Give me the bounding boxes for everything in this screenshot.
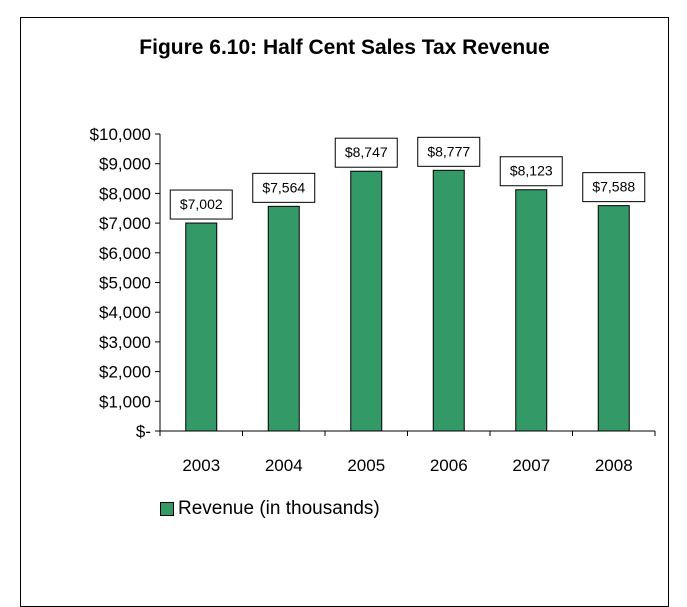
bar bbox=[350, 170, 383, 432]
data-label: $7,564 bbox=[262, 179, 305, 195]
y-tick-label: $5,000 bbox=[99, 274, 151, 293]
bar bbox=[432, 169, 465, 432]
data-label-box bbox=[334, 137, 398, 168]
x-tick-label: 2006 bbox=[430, 456, 468, 475]
data-label: $8,747 bbox=[345, 144, 388, 160]
y-tick-label: $8,000 bbox=[99, 184, 151, 203]
bar bbox=[267, 205, 300, 432]
y-tick-label: $- bbox=[136, 422, 151, 441]
y-tick-label: $9,000 bbox=[99, 155, 151, 174]
bar bbox=[597, 205, 630, 432]
data-label-box bbox=[169, 189, 233, 220]
data-label-box bbox=[252, 172, 316, 203]
legend-swatch bbox=[160, 502, 174, 516]
x-tick-label: 2003 bbox=[182, 456, 220, 475]
y-tick-label: $4,000 bbox=[99, 303, 151, 322]
data-label: $7,002 bbox=[180, 196, 223, 212]
bar bbox=[515, 189, 548, 432]
chart-frame bbox=[20, 17, 669, 607]
data-label: $8,777 bbox=[427, 143, 470, 159]
y-tick-label: $6,000 bbox=[99, 244, 151, 263]
legend: Revenue (in thousands) bbox=[160, 498, 380, 520]
y-tick-label: $10,000 bbox=[90, 125, 151, 144]
data-label-box bbox=[417, 136, 481, 167]
legend-label: Revenue (in thousands) bbox=[178, 498, 380, 519]
x-tick-label: 2007 bbox=[512, 456, 550, 475]
data-label-box bbox=[582, 172, 646, 203]
data-label: $7,588 bbox=[592, 179, 635, 195]
y-tick-label: $2,000 bbox=[99, 363, 151, 382]
x-tick-label: 2005 bbox=[347, 456, 385, 475]
x-tick-label: 2008 bbox=[595, 456, 633, 475]
y-tick-label: $3,000 bbox=[99, 333, 151, 352]
data-label-box bbox=[499, 156, 563, 187]
y-tick-label: $7,000 bbox=[99, 214, 151, 233]
data-label: $8,123 bbox=[510, 163, 553, 179]
y-tick-label: $1,000 bbox=[99, 392, 151, 411]
x-tick-label: 2004 bbox=[265, 456, 303, 475]
chart-title: Figure 6.10: Half Cent Sales Tax Revenue bbox=[139, 36, 550, 59]
bar bbox=[185, 222, 218, 432]
